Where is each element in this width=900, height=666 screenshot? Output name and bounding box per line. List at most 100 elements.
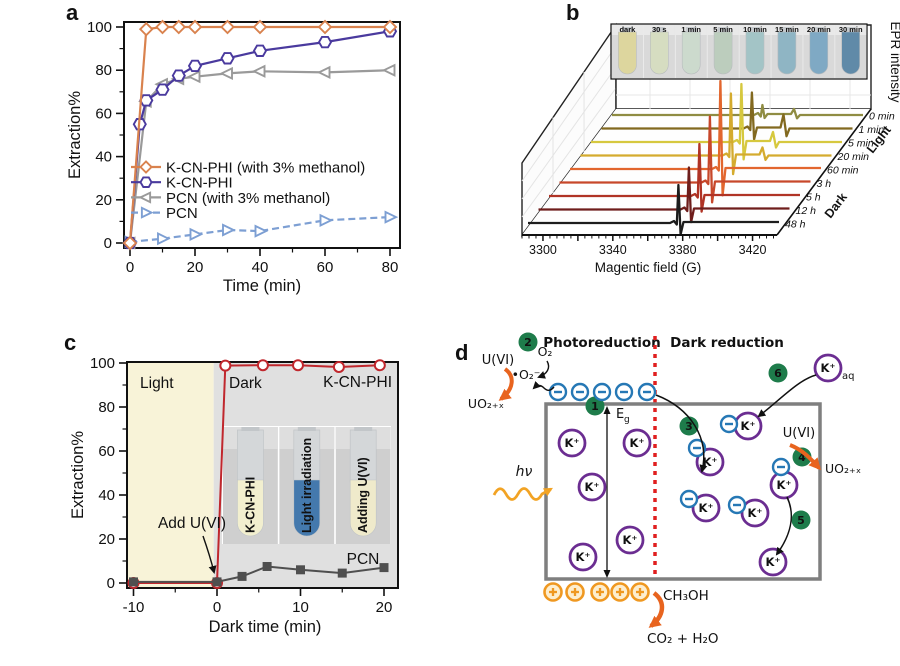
- vial-label: 15 min: [775, 25, 799, 34]
- region-label-light: Light: [140, 375, 174, 392]
- k-ion-label: K⁺: [630, 436, 645, 450]
- spectrum-time-label: 60 min: [827, 165, 859, 177]
- data-marker: [122, 235, 138, 251]
- vial-liquid: [841, 31, 860, 75]
- superoxide-label: •O₂⁻: [512, 367, 541, 382]
- step-badge: [518, 332, 538, 352]
- series-label-kcnphi: K-CN-PHI: [323, 374, 392, 391]
- k-ion: [568, 542, 598, 572]
- x-tick-label: -10: [123, 599, 145, 616]
- epr-spectrum: [570, 79, 821, 197]
- vial-liquid: [293, 479, 321, 537]
- spectrum-time-label: 1 min: [859, 124, 885, 136]
- vial-liquid: [650, 31, 669, 75]
- o2-capture-arrow: [537, 360, 550, 379]
- k-insertion-arrow: [757, 374, 817, 418]
- data-marker: [291, 359, 304, 372]
- co2-h2o-label: CO₂ + H₂O: [647, 631, 719, 647]
- epr-spectrum: [580, 92, 832, 176]
- y-tick-label: 0: [104, 235, 112, 252]
- step-badge: [768, 363, 788, 383]
- ch3oh-label: CH₃OH: [663, 588, 709, 604]
- vial-liquid: [618, 31, 637, 75]
- data-marker: [262, 562, 272, 571]
- x-tick-label: 20: [376, 599, 393, 616]
- eg-label: E: [616, 407, 624, 422]
- data-marker: [379, 563, 389, 573]
- epr-spectrum: [559, 115, 811, 204]
- data-marker: [237, 571, 247, 581]
- x-tick-label: 20: [187, 259, 204, 276]
- data-marker: [189, 227, 204, 241]
- k-ion-label: K⁺: [623, 533, 638, 547]
- data-marker: [157, 232, 171, 246]
- x-tick-label: 80: [382, 259, 399, 276]
- vial-label: dark: [619, 25, 636, 34]
- data-marker: [138, 191, 152, 204]
- data-marker: [317, 35, 333, 49]
- vial-liquid: [681, 31, 701, 75]
- vial-liquid: [349, 479, 377, 537]
- step-badge-number: 3: [685, 420, 693, 433]
- vial-cap: [813, 27, 825, 32]
- k-ion-label: K⁺: [576, 550, 591, 564]
- vial-liquid: [745, 31, 765, 75]
- floor: [522, 109, 871, 235]
- data-marker: [252, 44, 268, 57]
- data-marker: [220, 19, 235, 35]
- spectrum-time-label: 48 h: [785, 219, 806, 231]
- k-ion: [557, 428, 587, 458]
- k-ion-label: K⁺: [741, 419, 756, 433]
- data-marker: [319, 213, 334, 227]
- hv-label: hν: [516, 464, 533, 480]
- step-badge-number: 5: [797, 514, 805, 527]
- y-tick-label: 0: [107, 575, 115, 592]
- vial-cap: [845, 27, 857, 32]
- epr-spectrum: [538, 166, 790, 224]
- uo2x-left-label: UO₂₊ₓ: [468, 396, 504, 411]
- k-ion-label: K⁺: [585, 480, 600, 494]
- uvi-reduction-arrow-right: [789, 443, 821, 471]
- x-tick-label: 0: [126, 259, 134, 276]
- x-tick-label: 0: [213, 599, 221, 616]
- data-marker: [317, 19, 333, 35]
- x-axis-label: Magentic field (G): [595, 260, 702, 275]
- step-badge: [585, 396, 605, 416]
- inset-vial-label: Light irradiation: [300, 438, 314, 533]
- x-tick-label: 3300: [529, 243, 557, 257]
- k-ion: [691, 493, 721, 523]
- y-axis-label: EPR intensity: [888, 21, 900, 102]
- plot-frame: [123, 21, 401, 249]
- series-label-pcn: PCN: [347, 551, 380, 568]
- panel-c-chart: -10 0 10 20 0 20 40 60 80 100 Dark time (min) Extra…: [69, 355, 399, 636]
- panel-a-chart: 0 20 40 60 80 0 20 40 60 80 100 Time (min) Extractio…: [66, 19, 401, 295]
- y-tick-label: 80: [98, 399, 115, 416]
- panel-d-mechanism-diagram: Photoreduction Dark reduction 1 E g K⁺ K⁺ K⁺ K⁺ K…: [468, 332, 861, 647]
- y-tick-label: 60: [95, 105, 112, 122]
- depth-axis: [776, 108, 872, 236]
- x-tick-label: 3340: [599, 243, 627, 257]
- step-badge-number: 1: [591, 400, 599, 413]
- x-tick-label: 3420: [739, 243, 767, 257]
- electron-migration-arrow: [655, 394, 708, 473]
- vial-cap: [621, 27, 633, 32]
- data-marker: [155, 83, 170, 96]
- data-marker: [219, 359, 232, 372]
- inset-vial-label: K-CN-PHI: [243, 477, 257, 533]
- data-marker: [381, 63, 396, 77]
- data-marker: [252, 19, 268, 35]
- k-ion-label: K⁺: [748, 506, 763, 520]
- step-badge-number: 2: [524, 336, 532, 349]
- step-badge-number: 4: [798, 451, 806, 464]
- vial-glass: [293, 429, 321, 483]
- methanol-oxidation-arrow: [648, 591, 665, 628]
- data-marker: [251, 64, 266, 78]
- panel-c-label: c: [64, 330, 77, 355]
- data-marker: [384, 210, 399, 224]
- data-marker: [316, 65, 331, 79]
- panel-b-epr-3d-chart: dark 30 s 1 min 5 min 10 min 15 min 20 min 30 m…: [521, 21, 900, 275]
- uvi-reduction-arrow-left: [498, 367, 514, 401]
- data-marker: [220, 52, 235, 65]
- vial-liquid: [713, 31, 733, 75]
- vial-cap: [297, 427, 316, 431]
